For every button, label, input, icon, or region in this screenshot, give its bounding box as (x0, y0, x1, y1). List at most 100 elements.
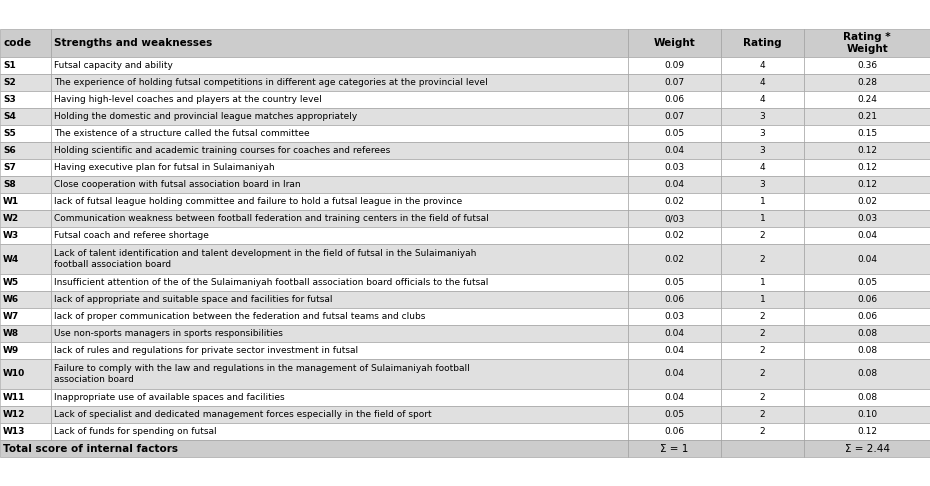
Bar (0, 125, 51, 142)
Bar (51, 142, 628, 159)
Bar (51, 176, 628, 193)
Text: 3: 3 (760, 129, 765, 138)
Bar (0, 325, 51, 342)
Bar (0, 389, 51, 406)
Bar (721, 227, 804, 244)
Text: Holding scientific and academic training courses for coaches and referees: Holding scientific and academic training… (54, 146, 391, 155)
Bar (0, 29, 51, 57)
Bar (51, 108, 628, 125)
Bar (51, 57, 628, 74)
Bar (51, 227, 628, 244)
Text: 0.08: 0.08 (857, 329, 877, 338)
Bar (51, 389, 628, 406)
Bar (51, 193, 628, 210)
Text: 3: 3 (760, 112, 765, 121)
Text: 1: 1 (760, 197, 765, 206)
Text: 0.02: 0.02 (857, 197, 877, 206)
Text: 0.02: 0.02 (664, 197, 684, 206)
Bar (721, 91, 804, 108)
Bar (804, 125, 930, 142)
Text: 0.12: 0.12 (857, 427, 877, 436)
Text: 3: 3 (760, 146, 765, 155)
Bar (721, 359, 804, 389)
Text: W9: W9 (3, 346, 20, 355)
Bar (628, 440, 721, 457)
Bar (628, 91, 721, 108)
Text: code: code (3, 38, 31, 48)
Text: Having executive plan for futsal in Sulaimaniyah: Having executive plan for futsal in Sula… (54, 163, 274, 172)
Bar (721, 274, 804, 291)
Text: W2: W2 (3, 214, 20, 223)
Bar (721, 57, 804, 74)
Bar (51, 159, 628, 176)
Bar (804, 291, 930, 308)
Bar (0, 91, 51, 108)
Text: 4: 4 (760, 163, 765, 172)
Text: W1: W1 (3, 197, 20, 206)
Bar (51, 29, 628, 57)
Bar (628, 159, 721, 176)
Text: Lack of specialist and dedicated management forces especially in the field of sp: Lack of specialist and dedicated managem… (54, 410, 432, 419)
Bar (628, 244, 721, 274)
Text: Lack of talent identification and talent development in the field of futsal in t: Lack of talent identification and talent… (54, 249, 476, 269)
Text: S7: S7 (3, 163, 16, 172)
Bar (51, 359, 628, 389)
Bar (628, 142, 721, 159)
Text: 0.04: 0.04 (664, 146, 684, 155)
Text: 0.21: 0.21 (857, 112, 877, 121)
Text: Total score of internal factors: Total score of internal factors (3, 444, 178, 453)
Bar (628, 389, 721, 406)
Bar (721, 406, 804, 423)
Text: Σ = 1: Σ = 1 (660, 444, 688, 453)
Text: 0.03: 0.03 (664, 163, 684, 172)
Bar (628, 193, 721, 210)
Text: Rating: Rating (743, 38, 782, 48)
Text: 0.03: 0.03 (664, 312, 684, 321)
Text: 0.06: 0.06 (857, 312, 877, 321)
Text: Futsal coach and referee shortage: Futsal coach and referee shortage (54, 231, 209, 240)
Bar (628, 227, 721, 244)
Bar (804, 176, 930, 193)
Text: lack of futsal league holding committee and failure to hold a futsal league in t: lack of futsal league holding committee … (54, 197, 462, 206)
Text: 4: 4 (760, 78, 765, 87)
Text: W4: W4 (3, 255, 20, 263)
Bar (721, 159, 804, 176)
Bar (804, 389, 930, 406)
Bar (51, 406, 628, 423)
Text: 1: 1 (760, 278, 765, 287)
Text: W10: W10 (3, 369, 25, 379)
Bar (0, 440, 628, 457)
Text: Inappropriate use of available spaces and facilities: Inappropriate use of available spaces an… (54, 393, 285, 402)
Text: 0.04: 0.04 (664, 369, 684, 379)
Text: S2: S2 (3, 78, 16, 87)
Bar (804, 91, 930, 108)
Bar (804, 244, 930, 274)
Bar (804, 325, 930, 342)
Text: 0.04: 0.04 (664, 180, 684, 189)
Text: 2: 2 (760, 369, 765, 379)
Text: W13: W13 (3, 427, 25, 436)
Text: 2: 2 (760, 231, 765, 240)
Text: 0.06: 0.06 (664, 95, 684, 104)
Bar (804, 29, 930, 57)
Text: Having high-level coaches and players at the country level: Having high-level coaches and players at… (54, 95, 322, 104)
Bar (628, 274, 721, 291)
Text: lack of proper communication between the federation and futsal teams and clubs: lack of proper communication between the… (54, 312, 426, 321)
Bar (721, 142, 804, 159)
Bar (721, 342, 804, 359)
Text: 3: 3 (760, 180, 765, 189)
Bar (721, 125, 804, 142)
Text: 2: 2 (760, 410, 765, 419)
Text: The experience of holding futsal competitions in different age categories at the: The experience of holding futsal competi… (54, 78, 488, 87)
Text: 0.08: 0.08 (857, 346, 877, 355)
Text: S3: S3 (3, 95, 16, 104)
Text: W8: W8 (3, 329, 20, 338)
Bar (628, 74, 721, 91)
Bar (0, 244, 51, 274)
Text: 0.07: 0.07 (664, 78, 684, 87)
Bar (51, 244, 628, 274)
Bar (804, 359, 930, 389)
Text: Weight: Weight (654, 38, 695, 48)
Bar (804, 440, 930, 457)
Bar (628, 108, 721, 125)
